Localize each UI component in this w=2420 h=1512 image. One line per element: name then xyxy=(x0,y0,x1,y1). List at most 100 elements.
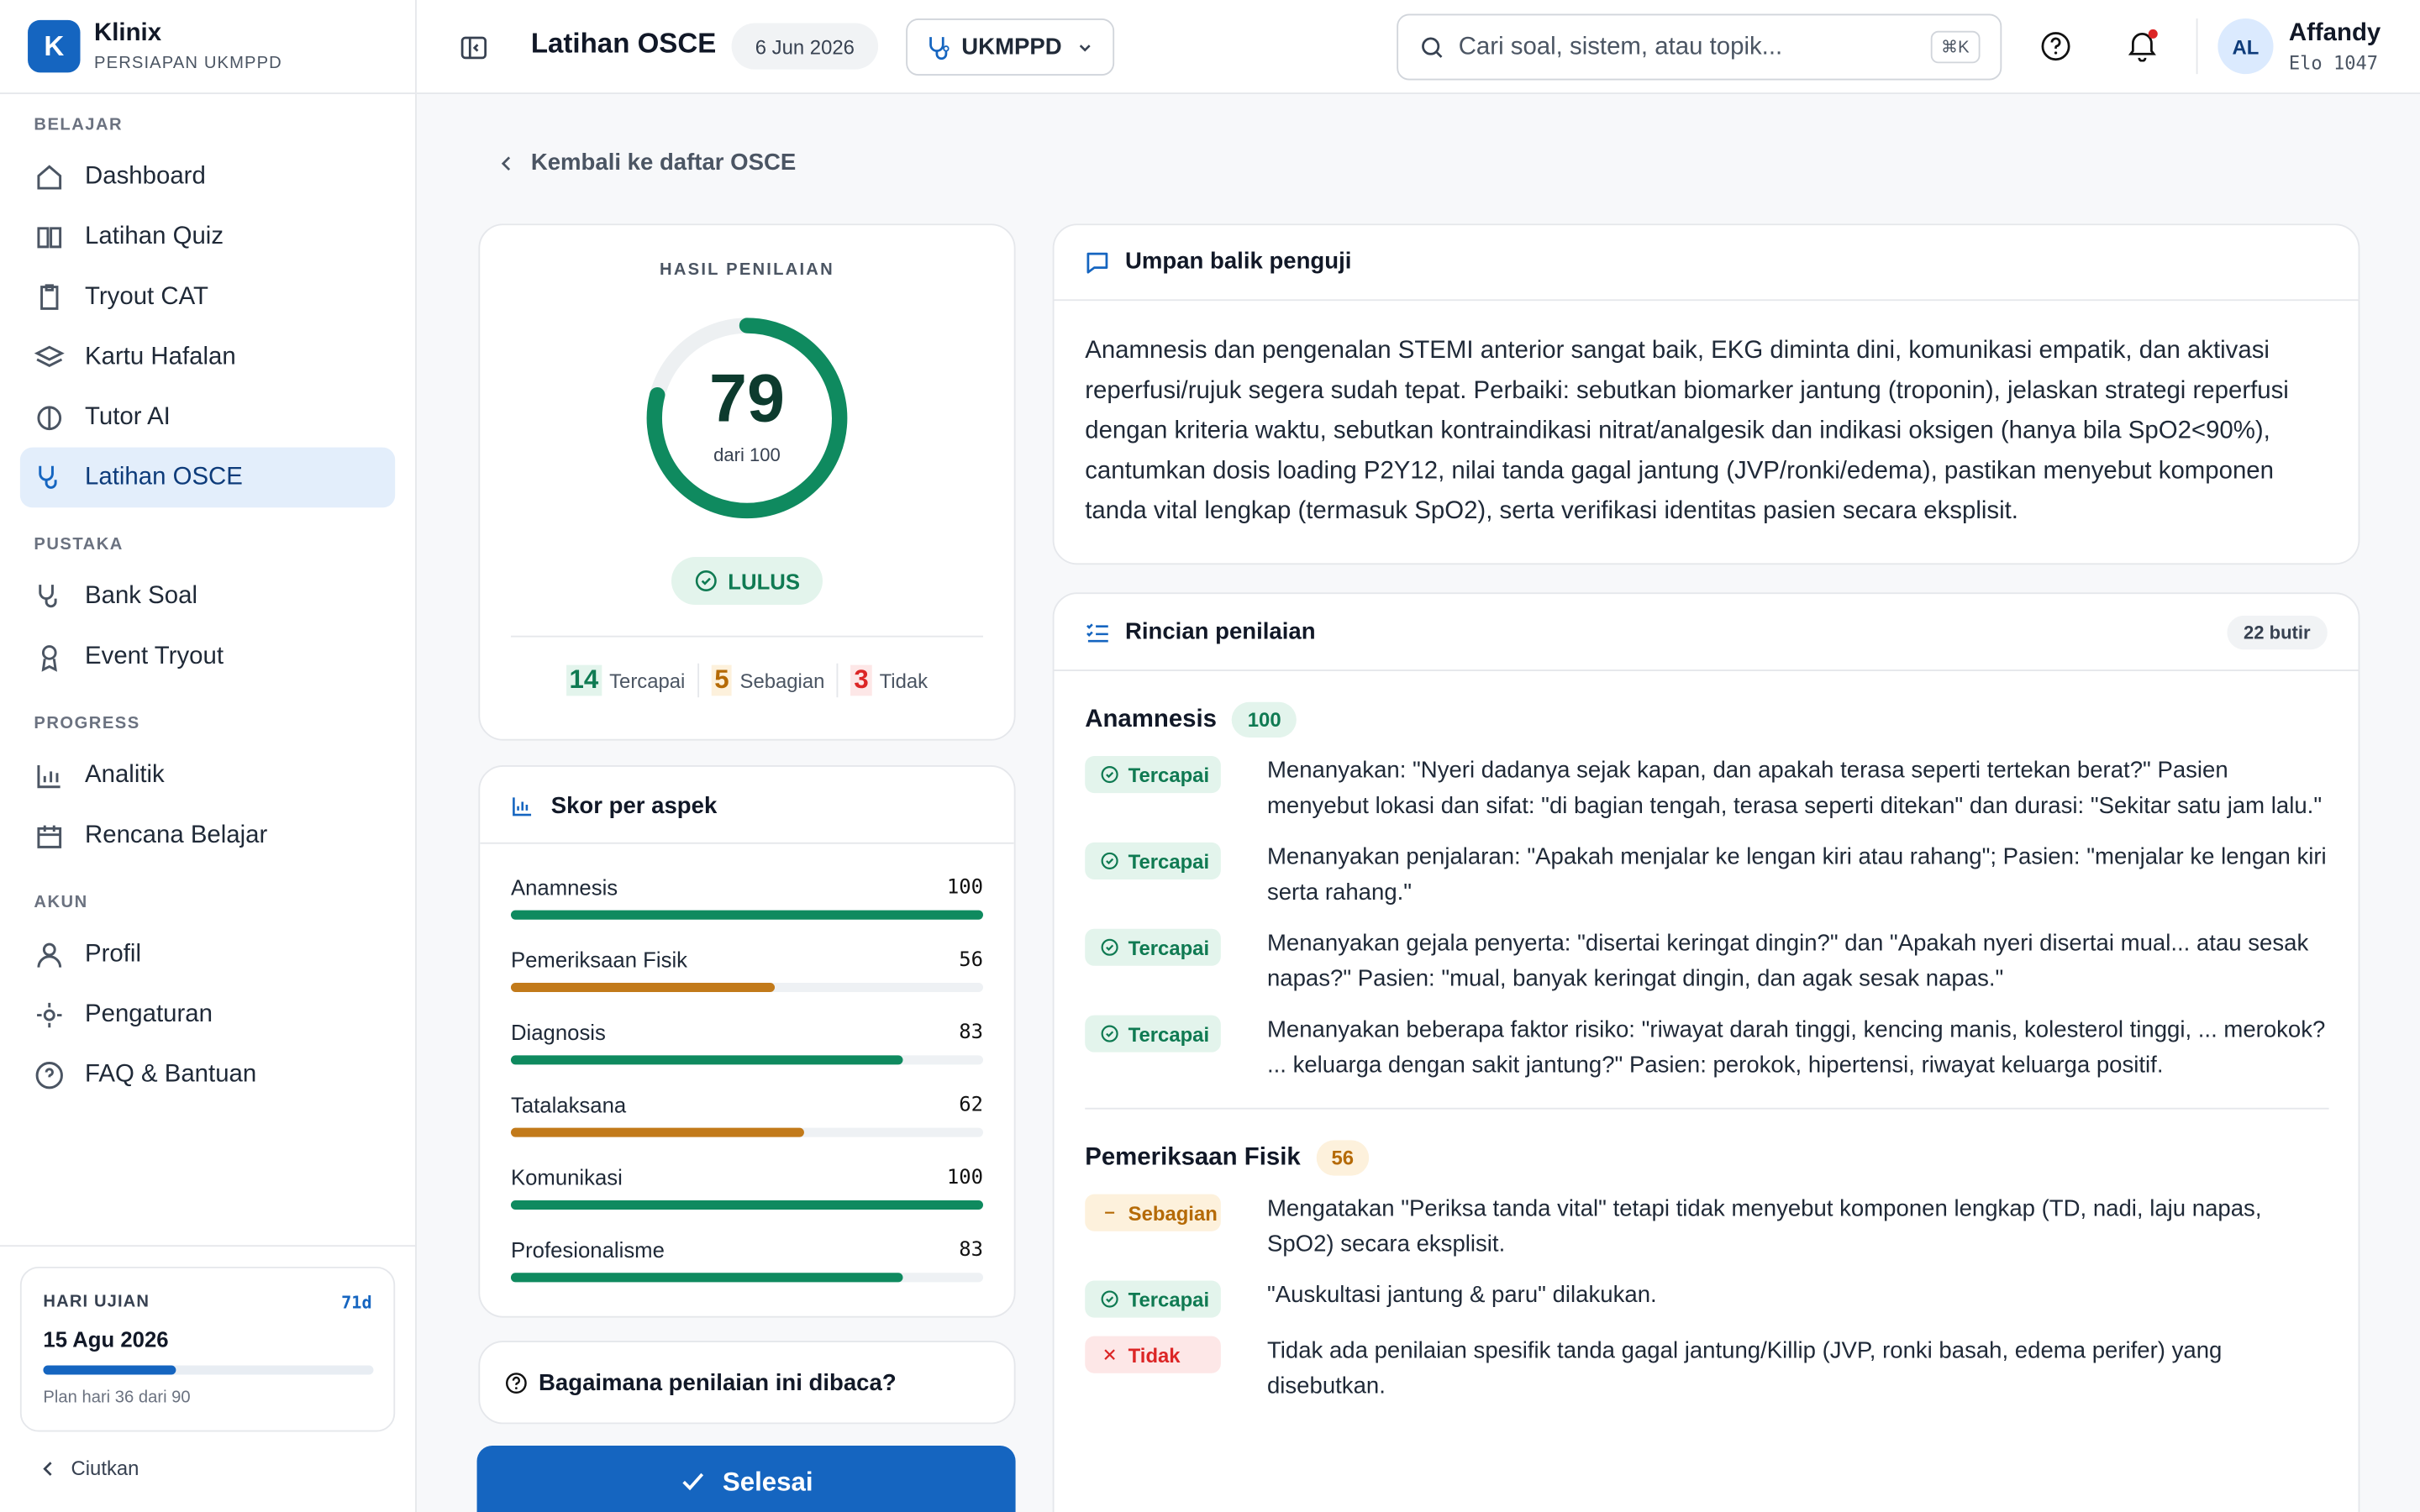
nav-item[interactable]: Pengaturan xyxy=(20,984,395,1045)
aspect-score: 62 xyxy=(959,1094,983,1117)
icon-path xyxy=(1101,765,1118,784)
done-button[interactable]: Selesai xyxy=(476,1446,1016,1512)
group-header: Pemeriksaan Fisik 56 xyxy=(1085,1140,2328,1176)
status-icon xyxy=(1101,938,1118,956)
count-label: Tidak xyxy=(879,669,929,693)
divider xyxy=(1054,669,2359,671)
nav-item[interactable]: Dashboard xyxy=(20,146,395,207)
nav-item[interactable]: FAQ & Bantuan xyxy=(20,1044,395,1105)
exam-select[interactable]: UKMPPD xyxy=(906,18,1115,76)
done-label: Selesai xyxy=(722,1467,813,1497)
nav-item[interactable]: Tryout CAT xyxy=(20,267,395,328)
status-badge: Tercapai xyxy=(1085,756,1221,794)
search-placeholder: Cari soal, sistem, atau topik... xyxy=(1458,33,1783,60)
criterion-text: Menanyakan beberapa faktor risiko: "riwa… xyxy=(1266,1016,2326,1078)
nav-label: Tutor AI xyxy=(85,403,171,430)
count: 5 Sebagian xyxy=(711,664,824,696)
icon-path xyxy=(37,942,62,967)
icon-path xyxy=(1101,938,1118,956)
progress-track xyxy=(43,1365,374,1375)
nav-item[interactable]: Event Tryout xyxy=(20,627,395,687)
icon-path xyxy=(37,164,62,189)
topbar: Latihan OSCE 6 Jun 2026 UKMPPD Cari soal… xyxy=(416,0,2420,95)
nav-label: Latihan Quiz xyxy=(85,223,224,249)
nav-section-title: BELAJAR xyxy=(34,115,124,134)
help-button[interactable] xyxy=(2040,31,2071,62)
nav-item[interactable]: Kartu Hafalan xyxy=(20,327,395,387)
icon-path xyxy=(1101,1025,1118,1042)
progress-bar xyxy=(43,1365,176,1375)
feedback-header: Umpan balik penguji xyxy=(1085,249,1351,275)
nav-icon xyxy=(34,344,65,367)
nav-section-title: PROGRESS xyxy=(34,714,140,733)
status-label: Tercapai xyxy=(1128,763,1210,786)
nav-label: FAQ & Bantuan xyxy=(85,1060,257,1087)
back-link[interactable]: Kembali ke daftar OSCE xyxy=(497,150,796,176)
nav: BELAJAR Dashboard Latihan Quiz Tryout CAT Ka… xyxy=(0,116,415,1105)
nav-item[interactable]: Analitik xyxy=(20,745,395,806)
status-badge: Tercapai xyxy=(1085,842,1221,879)
separator xyxy=(697,663,699,698)
divider xyxy=(510,635,983,638)
logo: K xyxy=(28,19,81,73)
icon-path xyxy=(1101,1290,1118,1308)
status-label: Tercapai xyxy=(1128,849,1210,873)
nav-item[interactable]: Profil xyxy=(20,924,395,984)
nav-label: Pengaturan xyxy=(85,1000,213,1027)
aspect-row: Profesionalisme 83 xyxy=(510,1237,983,1310)
criterion-text: "Auskultasi jantung & paru" dilakukan. xyxy=(1266,1282,1657,1309)
aspect-bar xyxy=(510,1273,903,1283)
aspect-name: Diagnosis xyxy=(510,1020,606,1045)
count: 14 Tercapai xyxy=(566,664,685,696)
status-label: Tercapai xyxy=(1128,1287,1210,1311)
nav-icon xyxy=(37,1001,62,1027)
details-count: 22 butir xyxy=(2226,615,2328,650)
nav-icon xyxy=(37,226,62,248)
aspect-track xyxy=(510,1055,983,1065)
help-card[interactable]: Bagaimana penilaian ini dibaca? xyxy=(478,1341,1016,1425)
aspect-track xyxy=(510,910,983,920)
status-icon xyxy=(1101,1025,1118,1042)
nav-icon xyxy=(39,584,57,607)
nav-icon xyxy=(39,465,57,488)
sidebar-toggle[interactable] xyxy=(460,34,487,61)
nav-label: Event Tryout xyxy=(85,643,224,669)
nav-label: Rencana Belajar xyxy=(85,822,268,848)
nav-item[interactable]: Latihan OSCE xyxy=(19,447,396,508)
avatar[interactable]: AL xyxy=(2217,18,2274,75)
group-name: Anamnesis xyxy=(1085,706,1218,732)
chart-icon xyxy=(513,797,532,816)
nav-item[interactable]: Rencana Belajar xyxy=(20,806,395,866)
nav-label: Analitik xyxy=(85,761,165,788)
criterion-text: Menanyakan penjalaran: "Apakah menjalar … xyxy=(1266,843,2327,906)
details-card: Rincian penilaian 22 butir Anamnesis 100 T… xyxy=(1052,592,2360,1512)
criterion: Tercapai Menanyakan gejala penyerta: "dis… xyxy=(1085,928,2328,997)
nav-icon xyxy=(37,164,62,189)
search-box[interactable]: Cari soal, sistem, atau topik... ⌘K xyxy=(1397,13,2002,81)
collapse-label: Ciutkan xyxy=(71,1456,139,1480)
aspect-track xyxy=(510,1200,983,1210)
icon-path xyxy=(41,644,57,671)
divider xyxy=(2196,18,2198,75)
aspect-bar xyxy=(510,910,983,920)
nav-item[interactable]: Bank Soal xyxy=(20,566,395,627)
feedback-card: Umpan balik penguji Anamnesis dan pengen… xyxy=(1052,223,2360,565)
app-name: Klinix xyxy=(94,19,162,47)
notification-button[interactable] xyxy=(2125,28,2159,62)
aspect-row: Pemeriksaan Fisik 56 xyxy=(510,948,983,1020)
list-icon xyxy=(1086,622,1108,642)
status-badge: Tercapai xyxy=(1085,1015,1221,1053)
group-name: Pemeriksaan Fisik xyxy=(1085,1143,1301,1171)
score: 79 xyxy=(709,360,785,437)
aspect-score: 83 xyxy=(959,1238,983,1263)
nav-item[interactable]: Tutor AI xyxy=(20,387,395,448)
icon-path xyxy=(37,405,62,430)
criterion-text: Mengatakan "Periksa tanda vital" tetapi … xyxy=(1266,1195,2262,1257)
status-badge: Tercapai xyxy=(1085,928,1221,966)
collapse-button[interactable]: Ciutkan xyxy=(37,1456,139,1480)
status-icon xyxy=(1104,1349,1115,1360)
group: Anamnesis 100 Tercapai Menanyakan: "Nyeri d… xyxy=(1085,701,2328,1084)
nav-item[interactable]: Latihan Quiz xyxy=(20,207,395,267)
nav-section-title: AKUN xyxy=(34,893,88,912)
aspect-card: Skor per aspek Anamnesis 100 Pemeriksaan F… xyxy=(478,765,1016,1318)
